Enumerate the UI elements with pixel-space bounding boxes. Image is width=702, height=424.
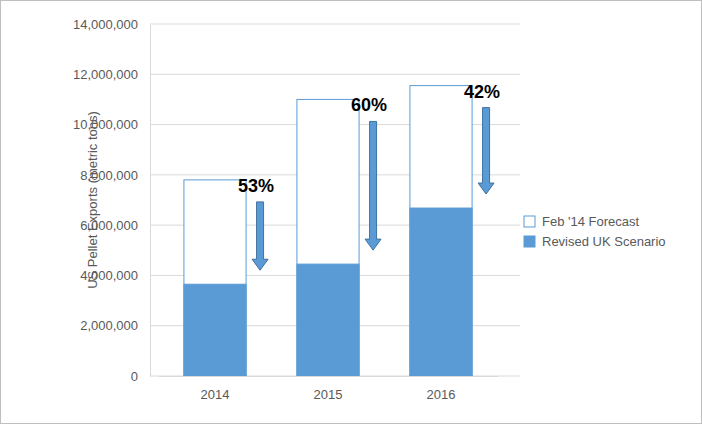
arrow <box>478 108 494 194</box>
bar <box>297 264 359 376</box>
grid <box>150 24 520 376</box>
legend-label: Revised UK Scenario <box>542 234 666 249</box>
tick: 2,000,000 <box>80 318 150 333</box>
tick-label: 0 <box>131 369 138 384</box>
tick-label: 12,000,000 <box>73 67 138 82</box>
bar <box>410 208 472 376</box>
bar <box>297 99 359 376</box>
legend-swatch <box>524 216 535 227</box>
series <box>184 208 472 376</box>
tick-label: 2014 <box>201 387 230 402</box>
series <box>184 86 472 376</box>
chart: 02,000,0004,000,0006,000,0008,000,00010,… <box>0 0 702 424</box>
grid-line <box>150 74 520 75</box>
bar <box>410 86 472 376</box>
annotations: 53% 60% 42% <box>238 82 500 271</box>
grid-line <box>150 24 520 25</box>
frame <box>1 1 702 424</box>
bar <box>184 284 246 376</box>
legend: Feb '14 Forecast Revised UK Scenario <box>524 214 666 249</box>
x-axis: 2014 2015 2016 <box>159 376 498 402</box>
tick: 12,000,000 <box>73 67 150 82</box>
annotation: 60% <box>351 95 387 115</box>
tick: 0 <box>131 369 150 384</box>
tick: 14,000,000 <box>73 17 150 32</box>
tick-label: 2016 <box>427 387 456 402</box>
legend-label: Feb '14 Forecast <box>542 214 640 229</box>
arrow <box>252 202 268 270</box>
bars <box>184 86 472 376</box>
tick: 2015 <box>314 376 343 402</box>
annotation: 53% <box>238 176 274 196</box>
arrow <box>365 121 381 250</box>
axis-line <box>159 376 498 377</box>
tick: 2014 <box>201 376 230 402</box>
annotation: 42% <box>464 82 500 102</box>
tick-label: 2,000,000 <box>80 318 138 333</box>
axis-line <box>150 25 151 377</box>
bar <box>184 180 246 376</box>
y-axis: 02,000,0004,000,0006,000,0008,000,00010,… <box>73 17 151 384</box>
tick: 2016 <box>427 376 456 402</box>
tick-label: 2015 <box>314 387 343 402</box>
tick-label: 10,000,000 <box>73 117 138 132</box>
legend-swatch <box>524 236 535 247</box>
y-axis-title: US Pellet Exports (metric tons) <box>85 111 100 289</box>
tick-label: 14,000,000 <box>73 17 138 32</box>
